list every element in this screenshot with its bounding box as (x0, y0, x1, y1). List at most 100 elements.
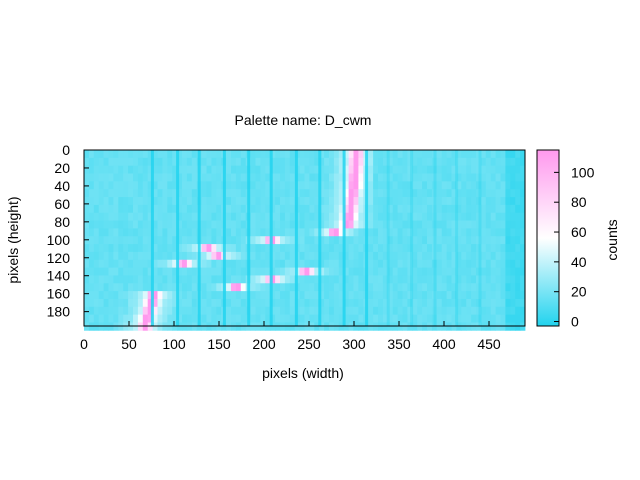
heatmap-cell (255, 283, 261, 292)
heatmap-cell (441, 275, 447, 284)
heatmap-cell (368, 251, 374, 261)
heatmap-cell (397, 173, 403, 182)
heatmap-cell (103, 244, 109, 253)
heatmap-cell (422, 173, 428, 182)
heatmap-cell (133, 181, 139, 190)
heatmap-cell (294, 322, 300, 331)
heatmap-cell (368, 228, 374, 237)
heatmap-cell (422, 181, 428, 190)
heatmap-cell (500, 251, 506, 261)
heatmap-cell (167, 322, 173, 331)
heatmap-cell (490, 314, 496, 323)
heatmap-cell (216, 173, 222, 182)
heatmap-cell (382, 212, 389, 221)
heatmap-cell (441, 197, 447, 206)
heatmap-cell (226, 197, 232, 206)
heatmap-cell (505, 173, 511, 182)
heatmap-cell (137, 236, 144, 245)
heatmap-cell (182, 204, 188, 214)
heatmap-cell (123, 244, 129, 253)
heatmap-cell (88, 228, 95, 237)
heatmap-cell (147, 181, 153, 190)
heatmap-cell (412, 197, 418, 206)
heatmap-cell (436, 291, 443, 300)
heatmap-cell (382, 259, 389, 268)
heatmap-cell (392, 236, 398, 245)
heatmap-cell (480, 267, 487, 276)
heatmap-cell (216, 322, 222, 331)
heatmap-cell (373, 197, 379, 206)
heatmap-cell (201, 212, 207, 221)
heatmap-cell (510, 173, 516, 182)
heatmap-cell (387, 165, 394, 174)
heatmap-cell (133, 244, 139, 253)
heatmap-cell (216, 165, 222, 174)
heatmap-cell (314, 291, 320, 300)
heatmap-cell (353, 251, 359, 261)
heatmap-cell (211, 204, 217, 214)
heatmap-cell (231, 283, 237, 292)
heatmap-cell (476, 314, 482, 323)
heatmap-cell (490, 236, 496, 245)
heatmap-cell (118, 236, 124, 245)
heatmap-cell (270, 251, 276, 261)
heatmap-cell (417, 306, 423, 316)
heatmap-cell (387, 189, 394, 198)
heatmap-cell (206, 212, 212, 221)
heatmap-cell (265, 165, 271, 174)
heatmap-cell (172, 267, 178, 276)
heatmap-cell (118, 150, 124, 159)
heatmap-cell (177, 259, 183, 268)
heatmap-cell (485, 181, 492, 190)
heatmap-cell (471, 189, 477, 198)
heatmap-cell (480, 259, 487, 268)
heatmap-cell (128, 275, 134, 284)
heatmap-cell (280, 165, 286, 174)
heatmap-cell (427, 181, 433, 190)
heatmap-stripe (150, 150, 154, 326)
heatmap-cell (299, 157, 305, 167)
heatmap-cell (329, 204, 335, 214)
heatmap-cell (392, 291, 398, 300)
heatmap-cell (319, 298, 325, 308)
heatmap-cell (147, 306, 153, 316)
heatmap-cell (436, 259, 443, 268)
heatmap-cell (182, 157, 188, 167)
heatmap-cell (451, 204, 457, 214)
heatmap-cell (304, 291, 310, 300)
heatmap-cell (314, 267, 320, 276)
heatmap-cell (436, 283, 443, 292)
heatmap-cell (275, 291, 281, 300)
heatmap-cell (338, 157, 345, 167)
heatmap-cell (520, 251, 526, 261)
heatmap-cell (309, 228, 315, 237)
heatmap-cell (446, 220, 452, 229)
heatmap-cell (329, 212, 335, 221)
heatmap-cell (93, 212, 100, 221)
heatmap-cell (231, 197, 237, 206)
heatmap-cell (338, 251, 345, 261)
heatmap-cell (451, 283, 457, 292)
heatmap-cell (147, 244, 153, 253)
heatmap-cell (490, 298, 496, 308)
heatmap-cell (299, 212, 305, 221)
heatmap-cell (417, 267, 423, 276)
heatmap-cell (226, 236, 232, 245)
heatmap-cell (103, 165, 109, 174)
heatmap-cell (211, 197, 217, 206)
heatmap-cell (88, 197, 95, 206)
heatmap-cell (289, 165, 296, 174)
heatmap-cell (289, 259, 296, 268)
heatmap-cell (392, 259, 398, 268)
heatmap-cell (250, 298, 256, 308)
heatmap-cell (309, 275, 315, 284)
heatmap-cell (373, 244, 379, 253)
heatmap-cell (407, 322, 413, 331)
heatmap-cell (280, 150, 286, 159)
heatmap-cell (333, 150, 340, 159)
heatmap-cell (231, 251, 237, 261)
heatmap-cell (118, 244, 124, 253)
heatmap-cell (343, 189, 349, 198)
heatmap-cell (177, 181, 183, 190)
heatmap-cell (505, 157, 511, 167)
